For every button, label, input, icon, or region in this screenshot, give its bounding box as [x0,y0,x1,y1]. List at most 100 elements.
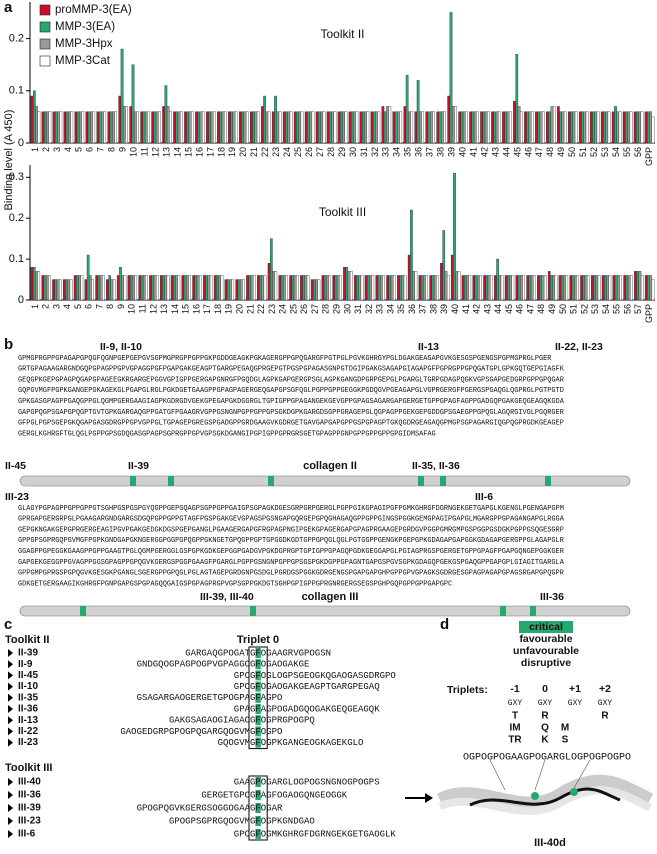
x-tick-label: 21 [245,304,255,314]
x-tick-label: 9 [116,304,126,309]
bar [68,111,71,144]
bar [332,275,336,301]
substitution: R [541,711,549,722]
bar [208,111,212,144]
bar [533,275,536,301]
bar [35,106,38,144]
bar [278,275,282,301]
bar [375,111,378,144]
bar [601,275,605,301]
bar [491,111,494,144]
region-label: II-35, II-36 [412,460,460,472]
x-tick-label: 36 [414,147,424,157]
arrow-bullet [8,660,13,669]
bar [583,111,587,144]
bar [403,106,407,144]
x-tick-label: 10 [127,304,137,314]
substitution: S [562,735,569,746]
bar [418,275,422,301]
x-tick-label: 28 [326,147,336,157]
sequence-right: GAR [266,803,283,813]
bar [73,275,77,301]
bar [180,111,183,144]
region-label: III-23 [5,491,29,503]
bar [526,111,530,144]
bar [394,111,398,144]
x-tick-label: 27 [315,147,325,157]
x-tick-label: 40 [450,304,460,314]
x-tick-label: 13 [159,304,169,314]
bar [149,275,152,301]
bar [603,111,606,144]
sequence-left: GARGAQGPOGAT [185,648,250,658]
bar [226,279,230,301]
x-tick-label: 19 [224,304,234,314]
bar [133,111,137,144]
bar [274,271,278,301]
bar [500,275,504,301]
bar [543,275,547,301]
bar [224,279,228,301]
region-label: II-22, II-23 [555,341,603,353]
peptide-label: III-6 [18,829,36,840]
bar [469,111,472,144]
x-tick-label: 38 [436,147,446,157]
bar [403,275,407,301]
bar [106,279,109,301]
peptide-label: II-23 [18,737,38,748]
bar [530,275,534,301]
bar [145,275,148,301]
x-tick-label: GPP [644,304,654,323]
bar [358,275,362,301]
bar [520,111,523,144]
x-tick-label: 56 [622,304,632,314]
sequence-left: GSAGARGAOGERGETGPOGPA [137,693,251,703]
panel-label: c [4,616,12,633]
bar [531,111,534,144]
bar [461,275,465,301]
y-tick-label: 0 [18,294,24,306]
bar [612,275,616,301]
x-tick-label: 53 [590,304,600,314]
triplet-highlight [255,648,261,658]
bar [224,111,227,144]
x-tick-label: 28 [321,304,331,314]
peptide-label: II-10 [18,681,38,692]
motif: GXY [598,699,613,708]
bar [81,111,85,144]
bar [569,275,573,301]
x-tick-label: 30 [342,304,352,314]
x-tick-label: 50 [558,304,568,314]
bar [289,111,293,144]
bar [479,275,482,301]
bar [455,271,459,301]
bar [524,111,527,144]
bar [429,275,433,301]
effect-legend: favourable [519,633,572,645]
x-tick-label: 51 [578,147,588,157]
triplet-highlight [255,681,261,692]
bar [644,111,648,144]
bar [267,111,271,144]
triplet-index: +1 [569,683,581,695]
bar [587,275,590,301]
sequence-triplet: GFO [250,682,266,692]
bar [260,106,264,144]
x-tick-label: 34 [385,304,395,314]
bar [156,275,159,301]
bar [498,275,502,301]
bar [30,95,34,144]
bar [256,111,260,144]
bar [565,275,569,301]
sequence-line: GPRGAPGERGRPGLPGAAGARGNDGARGSDGQPGPPGPPG… [18,516,565,524]
bar [118,95,122,144]
bar [513,101,516,144]
bar [306,275,310,301]
bar [473,111,477,144]
x-tick-label: 26 [304,147,314,157]
bar [108,275,111,301]
sequence-right: GPO [266,727,282,737]
bar [414,111,418,144]
x-tick-label: 41 [468,147,478,157]
bar [103,111,107,144]
